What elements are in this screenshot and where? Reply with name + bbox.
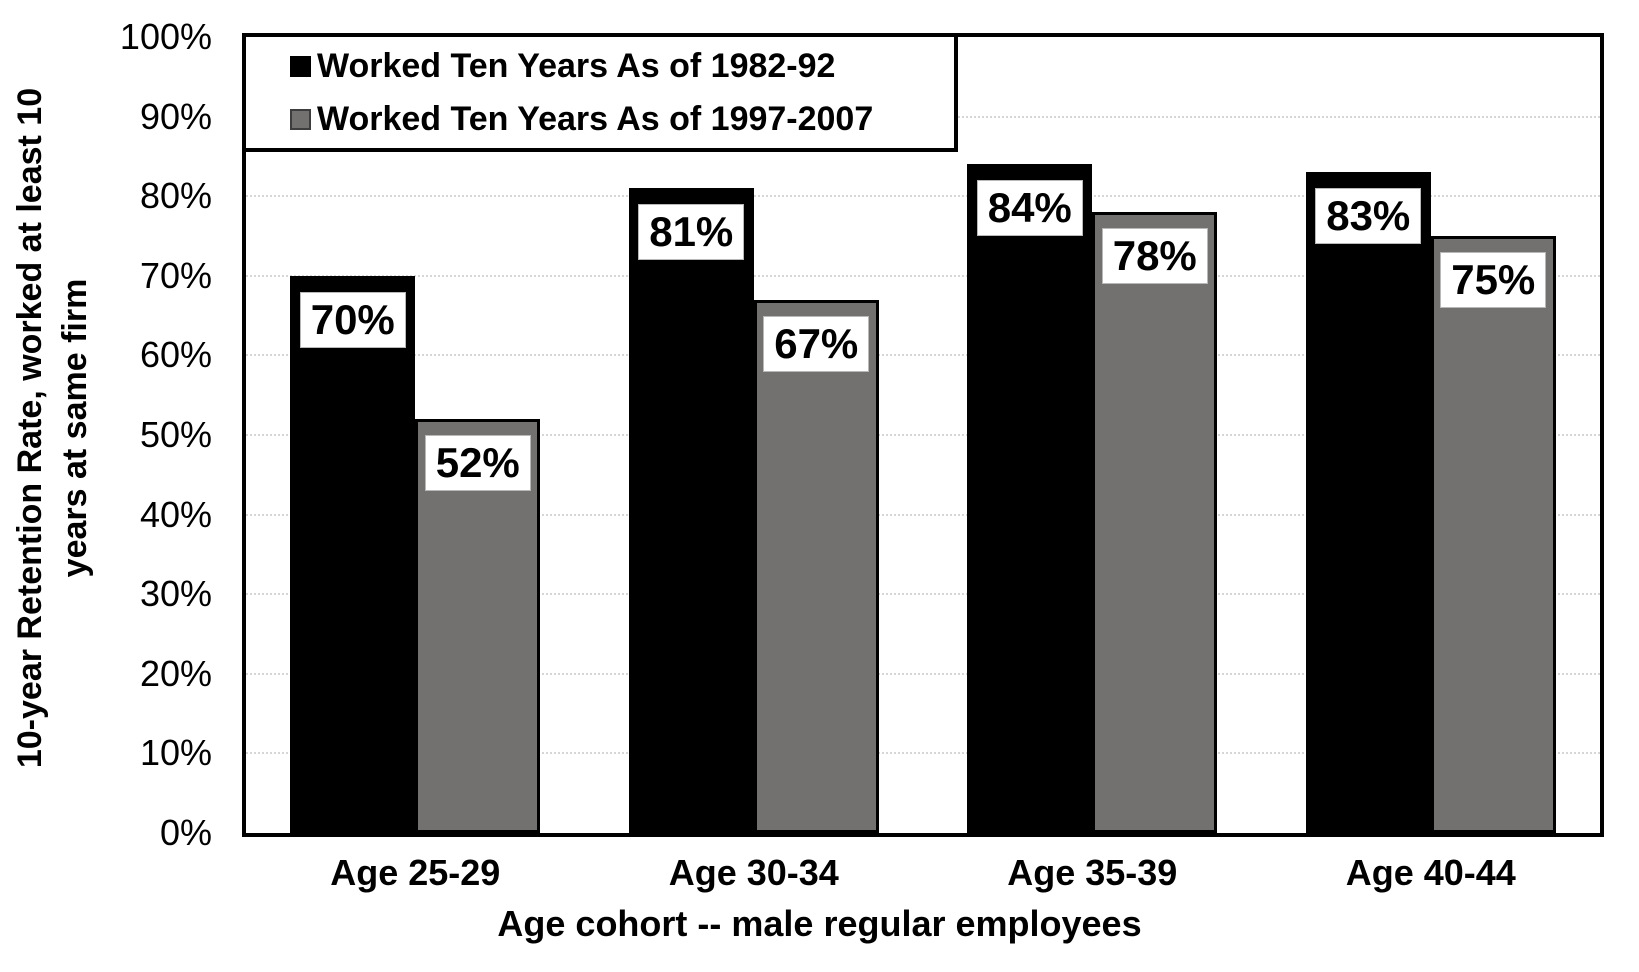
y-tick-label-30pct: 30% xyxy=(139,573,212,615)
y-tick-label-70pct: 70% xyxy=(139,254,212,296)
legend: Worked Ten Years As of 1982-92 Worked Te… xyxy=(242,33,958,152)
bar-age-30-34-series-1 xyxy=(628,188,754,833)
gridline-50 xyxy=(246,434,1600,436)
y-tick-label-60pct: 60% xyxy=(139,334,212,376)
gridline-80 xyxy=(246,195,1600,198)
legend-swatch-1997-2007-icon xyxy=(290,108,311,130)
gridline-60 xyxy=(246,354,1600,357)
bar-age-30-34-series-2 xyxy=(753,299,879,833)
gridline-40 xyxy=(246,513,1600,516)
y-tick-label-80pct: 80% xyxy=(139,175,212,217)
bar-value-label-age-35-39-series-1: 84% xyxy=(976,180,1083,237)
bar-age-25-29-series-1 xyxy=(290,275,416,833)
legend-item-1997-2007: Worked Ten Years As of 1997-2007 xyxy=(290,100,954,139)
y-tick-label-40pct: 40% xyxy=(139,493,212,535)
y-tick-label-100pct: 100% xyxy=(119,16,212,57)
x-category-label-age-25-29: Age 25-29 xyxy=(330,852,501,893)
y-tick-label-50pct: 50% xyxy=(139,414,212,455)
x-category-label-age-35-39: Age 35-39 xyxy=(1007,852,1178,893)
bar-age-35-39-series-1 xyxy=(967,164,1093,833)
legend-item-1982-92: Worked Ten Years As of 1982-92 xyxy=(290,47,954,86)
x-category-label-age-40-44: Age 40-44 xyxy=(1345,852,1516,893)
y-tick-label-0pct: 0% xyxy=(159,812,212,853)
bar-value-label-age-35-39-series-2: 78% xyxy=(1101,228,1208,285)
gridline-30 xyxy=(246,593,1600,596)
bar-value-label-age-30-34-series-1: 81% xyxy=(638,204,745,261)
bar-value-label-age-25-29-series-1: 70% xyxy=(299,291,406,348)
x-axis-title: Age cohort -- male regular employees xyxy=(497,903,1142,944)
bar-age-35-39-series-2 xyxy=(1092,212,1218,833)
bar-age-40-44-series-2 xyxy=(1430,236,1556,833)
bar-value-label-age-40-44-series-1: 83% xyxy=(1315,188,1422,245)
bar-value-label-age-30-34-series-2: 67% xyxy=(763,315,870,372)
plot-area: 70% 81% 84% 83% 52% 67% 78% 75% xyxy=(242,33,1604,837)
legend-swatch-1982-92-icon xyxy=(290,55,311,77)
x-category-label-age-30-34: Age 30-34 xyxy=(668,852,839,893)
bar-value-label-age-25-29-series-2: 52% xyxy=(424,435,531,492)
bar-value-label-age-40-44-series-2: 75% xyxy=(1440,252,1547,308)
legend-label-1997-2007: Worked Ten Years As of 1997-2007 xyxy=(317,99,874,138)
y-tick-label-90pct: 90% xyxy=(139,95,212,137)
y-tick-label-10pct: 10% xyxy=(139,732,212,774)
gridline-70 xyxy=(246,274,1600,277)
gridline-20 xyxy=(246,672,1600,675)
bar-age-40-44-series-1 xyxy=(1305,172,1431,833)
gridline-10 xyxy=(246,752,1600,755)
legend-label-1982-92: Worked Ten Years As of 1982-92 xyxy=(317,46,836,85)
y-tick-label-20pct: 20% xyxy=(139,652,212,694)
